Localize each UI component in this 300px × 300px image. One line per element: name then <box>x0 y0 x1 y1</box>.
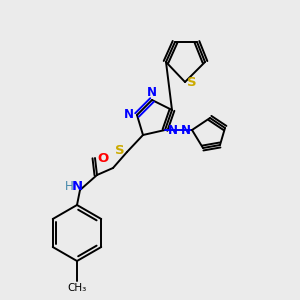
Text: CH₃: CH₃ <box>68 283 87 293</box>
Text: N: N <box>71 181 82 194</box>
Text: H: H <box>64 181 74 194</box>
Text: S: S <box>187 76 196 88</box>
Text: S: S <box>115 143 125 157</box>
Text: N: N <box>124 109 134 122</box>
Text: N: N <box>181 124 191 136</box>
Text: N: N <box>168 124 178 136</box>
Text: O: O <box>98 152 109 164</box>
Text: N: N <box>147 85 157 98</box>
